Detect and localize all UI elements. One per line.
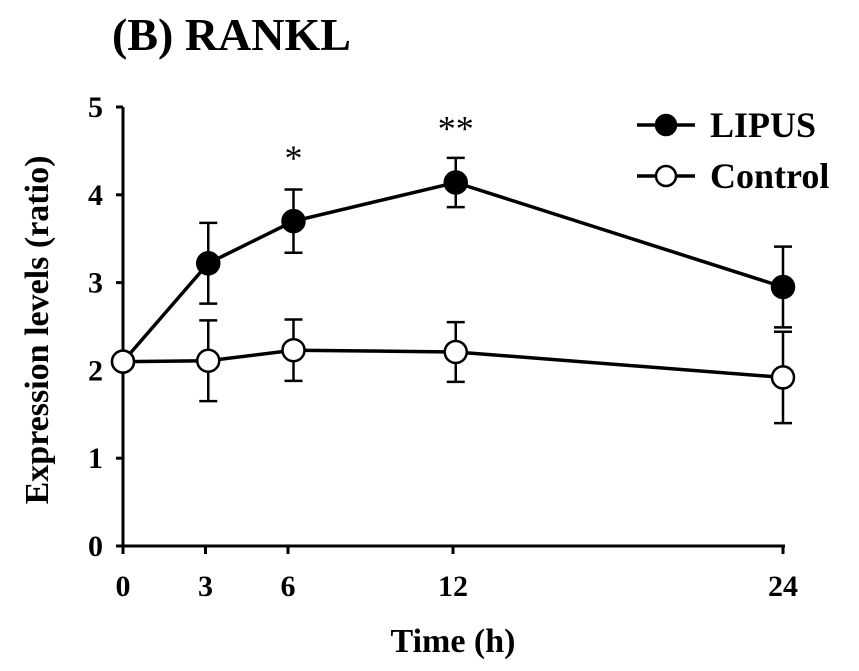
y-tick-label: 3 — [88, 267, 103, 300]
significance-marker: * — [285, 138, 303, 178]
x-tick-label: 6 — [281, 570, 296, 603]
y-tick-label: 2 — [88, 354, 103, 387]
x-axis-label: Time (h) — [391, 623, 516, 660]
x-tick-label: 0 — [116, 570, 131, 603]
legend-marker — [654, 164, 678, 188]
data-point-control — [281, 337, 306, 363]
data-point-control — [443, 339, 468, 365]
data-point-control — [196, 348, 221, 373]
y-tick-label: 1 — [88, 442, 103, 475]
significance-marker: ** — [438, 108, 474, 148]
error-bars — [199, 156, 792, 425]
annotations: *** — [285, 108, 474, 178]
x-tick-label: 24 — [768, 570, 798, 603]
chart-title: (B) RANKL — [112, 9, 351, 60]
legend-marker — [654, 113, 678, 137]
y-tick-label: 4 — [88, 179, 103, 212]
series-line-lipus — [121, 180, 784, 363]
x-tick-label: 3 — [198, 570, 213, 603]
data-point-lipus — [196, 251, 221, 276]
markers — [110, 170, 796, 390]
data-point-lipus — [443, 170, 468, 195]
x-ticks: 0 3 6 12 24 — [116, 546, 798, 603]
y-tick-label: 0 — [88, 530, 103, 563]
y-ticks: 0 1 2 3 4 5 — [88, 91, 123, 563]
legend-label: Control — [710, 156, 829, 196]
data-point-lipus — [281, 208, 306, 234]
data-point-lipus — [770, 274, 796, 300]
data-point-control — [110, 349, 136, 374]
data-point-control — [770, 365, 796, 390]
x-tick-label: 12 — [438, 570, 468, 603]
y-tick-label: 5 — [88, 91, 103, 124]
legend: LIPUS Control — [637, 105, 829, 196]
legend-label: LIPUS — [710, 105, 816, 145]
y-axis-label: Expression levels (ratio) — [19, 156, 56, 505]
